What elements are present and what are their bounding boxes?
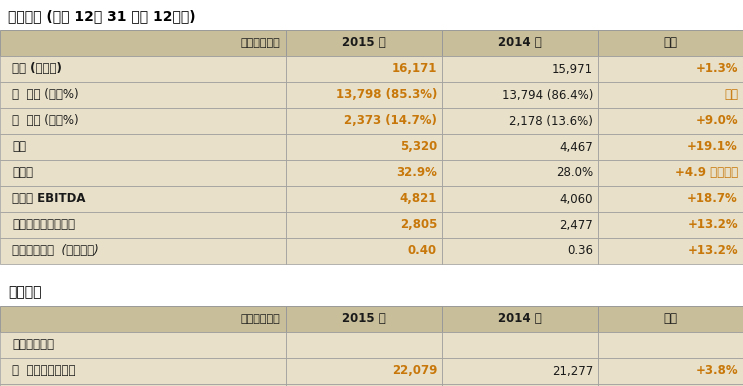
Text: 每股基本盈利  (人民币元): 每股基本盈利 (人民币元) [12, 244, 99, 257]
Bar [286, 332, 442, 358]
Text: 0.40: 0.40 [408, 244, 437, 257]
Text: 16,171: 16,171 [392, 63, 437, 76]
Bar [0, 212, 286, 238]
Text: 毛利率: 毛利率 [12, 166, 33, 179]
Bar [442, 108, 598, 134]
Text: +13.2%: +13.2% [687, 218, 738, 232]
Bar [286, 306, 442, 332]
Bar [286, 238, 442, 264]
Text: 业绩摘要 (截至 12月 31 日止 12个月): 业绩摘要 (截至 12月 31 日止 12个月) [8, 9, 195, 23]
Text: 2,477: 2,477 [559, 218, 593, 232]
Bar [0, 186, 286, 212]
Text: +19.1%: +19.1% [687, 141, 738, 154]
Text: 收益 (按地域): 收益 (按地域) [12, 63, 62, 76]
Bar [286, 212, 442, 238]
Bar [598, 82, 743, 108]
Bar [598, 186, 743, 212]
Text: 2014 年: 2014 年 [499, 313, 542, 325]
Text: 4,467: 4,467 [559, 141, 593, 154]
Text: 21,277: 21,277 [552, 364, 593, 378]
Text: －  海外 (占比%): － 海外 (占比%) [12, 115, 79, 127]
Text: 13,794 (86.4%): 13,794 (86.4%) [502, 88, 593, 102]
Bar [598, 108, 743, 134]
Bar [286, 56, 442, 82]
Bar [442, 332, 598, 358]
Bar [0, 134, 286, 160]
Bar [442, 384, 598, 386]
Bar [0, 30, 286, 56]
Bar [442, 160, 598, 186]
Bar [442, 238, 598, 264]
Bar [442, 358, 598, 384]
Text: 人民币百万元: 人民币百万元 [240, 38, 280, 48]
Text: 0.36: 0.36 [567, 244, 593, 257]
Bar [598, 332, 743, 358]
Text: 2,373 (14.7%): 2,373 (14.7%) [344, 115, 437, 127]
Bar [598, 30, 743, 56]
Bar [598, 160, 743, 186]
Bar [286, 160, 442, 186]
Bar [598, 134, 743, 160]
Text: 2015 年: 2015 年 [343, 37, 386, 49]
Bar [598, 306, 743, 332]
Bar [0, 56, 286, 82]
Bar [286, 30, 442, 56]
Text: 32.9%: 32.9% [396, 166, 437, 179]
Text: 4,060: 4,060 [559, 193, 593, 205]
Bar [598, 358, 743, 384]
Bar [442, 212, 598, 238]
Bar [286, 134, 442, 160]
Bar [442, 134, 598, 160]
Bar [598, 56, 743, 82]
Text: －  工业铝挤压产品: － 工业铝挤压产品 [12, 364, 76, 378]
Text: 22,079: 22,079 [392, 364, 437, 378]
Bar [0, 82, 286, 108]
Bar [0, 332, 286, 358]
Bar [0, 108, 286, 134]
Text: 销售摘要: 销售摘要 [8, 285, 42, 299]
Text: 平均销售单价: 平均销售单价 [12, 339, 54, 352]
Text: +18.7%: +18.7% [687, 193, 738, 205]
Bar [0, 306, 286, 332]
Bar [286, 82, 442, 108]
Bar [0, 384, 286, 386]
Text: 权益持有人应占利润: 权益持有人应占利润 [12, 218, 75, 232]
Bar [442, 82, 598, 108]
Bar [286, 384, 442, 386]
Text: 5,320: 5,320 [400, 141, 437, 154]
Text: 15,971: 15,971 [552, 63, 593, 76]
Text: 13,798 (85.3%): 13,798 (85.3%) [336, 88, 437, 102]
Text: 毛利: 毛利 [12, 141, 26, 154]
Text: +13.2%: +13.2% [687, 244, 738, 257]
Text: －  中国 (占比%): － 中国 (占比%) [12, 88, 79, 102]
Text: 2015 年: 2015 年 [343, 313, 386, 325]
Text: 变动: 变动 [663, 313, 678, 325]
Bar [0, 160, 286, 186]
Bar [598, 238, 743, 264]
Bar [598, 384, 743, 386]
Bar [286, 358, 442, 384]
Text: 持平: 持平 [724, 88, 738, 102]
Text: +3.8%: +3.8% [695, 364, 738, 378]
Bar [442, 56, 598, 82]
Text: +9.0%: +9.0% [695, 115, 738, 127]
Text: 2,178 (13.6%): 2,178 (13.6%) [509, 115, 593, 127]
Bar [286, 186, 442, 212]
Bar [442, 186, 598, 212]
Bar [0, 238, 286, 264]
Bar [0, 358, 286, 384]
Text: 变动: 变动 [663, 37, 678, 49]
Text: +4.9 个百分点: +4.9 个百分点 [675, 166, 738, 179]
Bar [286, 108, 442, 134]
Bar [598, 212, 743, 238]
Text: 经调整 EBITDA: 经调整 EBITDA [12, 193, 85, 205]
Text: 4,821: 4,821 [400, 193, 437, 205]
Text: 2,805: 2,805 [400, 218, 437, 232]
Bar [442, 306, 598, 332]
Text: 2014 年: 2014 年 [499, 37, 542, 49]
Text: 人民币元／吨: 人民币元／吨 [240, 314, 280, 324]
Text: +1.3%: +1.3% [695, 63, 738, 76]
Text: 28.0%: 28.0% [556, 166, 593, 179]
Bar [442, 30, 598, 56]
